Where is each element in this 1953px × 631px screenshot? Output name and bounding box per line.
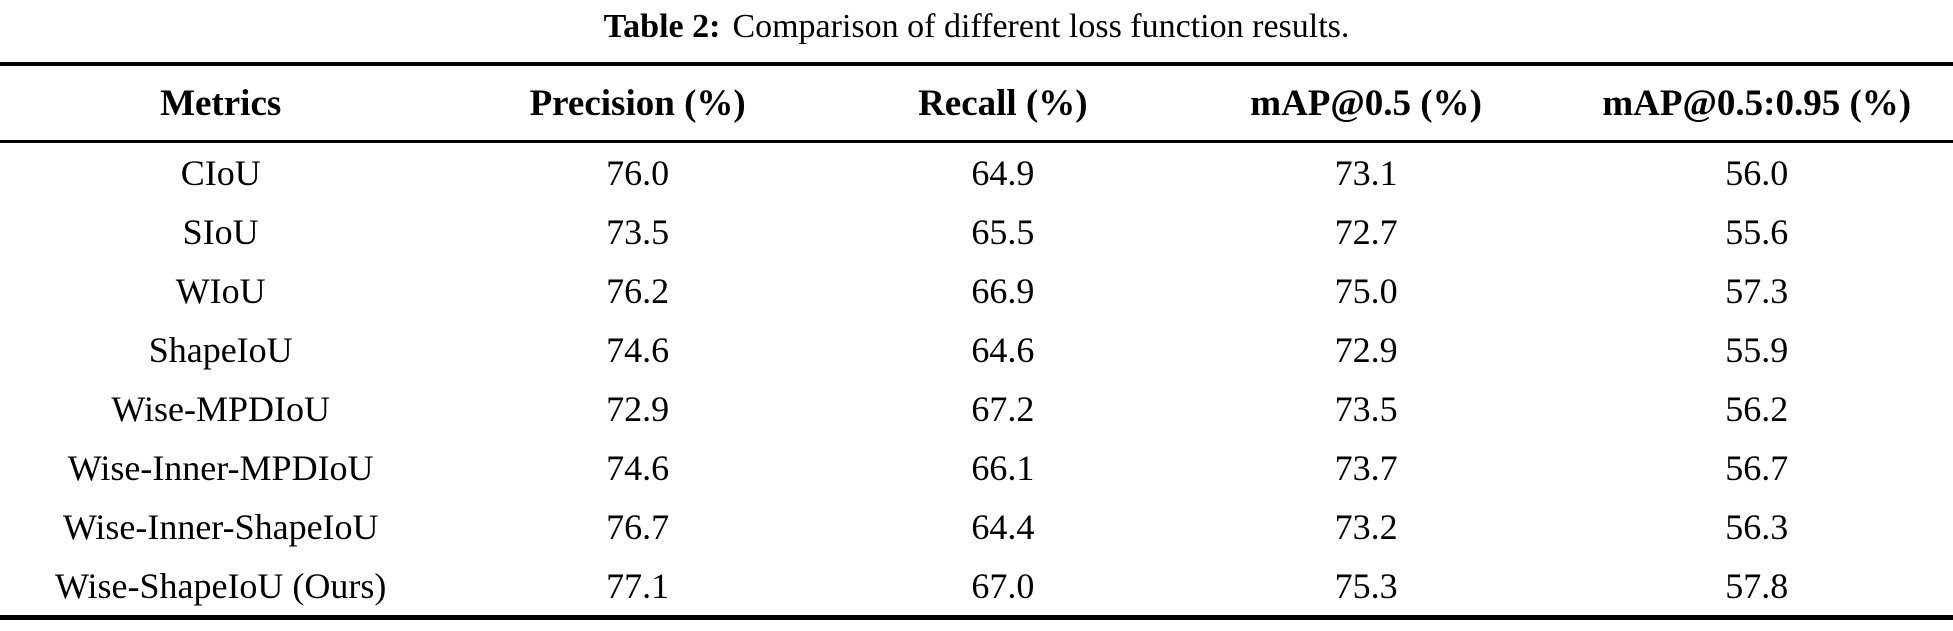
cell-recall: 67.2 — [971, 388, 1035, 429]
table-row: CIoU 76.0 64.9 73.1 56.0 — [0, 142, 1953, 203]
cell-recall: 66.9 — [971, 270, 1035, 311]
cell-map5095: 55.9 — [1725, 329, 1789, 370]
row-label: Wise-MPDIoU — [111, 388, 330, 429]
table-caption: Table 2: Comparison of different loss fun… — [0, 0, 1953, 62]
col-header-map50: mAP@0.5 (%) — [1171, 64, 1561, 143]
table-row: WIoU 76.2 66.9 75.0 57.3 — [0, 261, 1953, 320]
cell-precision: 76.7 — [606, 506, 670, 547]
cell-precision: 73.5 — [606, 211, 670, 252]
table-caption-label: Table 2: — [603, 8, 721, 45]
cell-map5095: 55.6 — [1725, 211, 1789, 252]
col-header-map5095: mAP@0.5:0.95 (%) — [1560, 64, 1953, 143]
cell-map5095: 56.0 — [1725, 152, 1789, 193]
cell-map50: 73.7 — [1334, 447, 1398, 488]
row-label: Wise-Inner-ShapeIoU — [62, 506, 379, 547]
cell-map50: 75.0 — [1334, 270, 1398, 311]
cell-map50: 72.9 — [1334, 329, 1398, 370]
cell-recall: 66.1 — [971, 447, 1035, 488]
table-row: Wise-Inner-MPDIoU 74.6 66.1 73.7 56.7 — [0, 438, 1953, 497]
cell-map5095: 57.3 — [1725, 270, 1789, 311]
cell-map50: 72.7 — [1334, 211, 1398, 252]
table-row: ShapeIoU 74.6 64.6 72.9 55.9 — [0, 320, 1953, 379]
cell-precision: 77.1 — [606, 565, 670, 606]
cell-recall: 65.5 — [971, 211, 1035, 252]
cell-recall: 67.0 — [971, 565, 1035, 606]
table-row: Wise-ShapeIoU (Ours) 77.1 67.0 75.3 57.8 — [0, 556, 1953, 618]
col-header-recall: Recall (%) — [833, 64, 1172, 143]
cell-recall: 64.9 — [971, 152, 1035, 193]
cell-recall: 64.4 — [971, 506, 1035, 547]
header-row: Metrics Precision (%) Recall (%) mAP@0.5… — [0, 64, 1953, 143]
cell-precision: 76.0 — [606, 152, 670, 193]
cell-map5095: 56.2 — [1725, 388, 1789, 429]
table-header: Metrics Precision (%) Recall (%) mAP@0.5… — [0, 64, 1953, 143]
cell-map50: 75.3 — [1334, 565, 1398, 606]
cell-recall: 64.6 — [971, 329, 1035, 370]
table-body: CIoU 76.0 64.9 73.1 56.0 SIoU 73.5 65.5 … — [0, 142, 1953, 618]
row-label: Wise-ShapeIoU (Ours) — [54, 565, 387, 606]
cell-precision: 74.6 — [606, 447, 670, 488]
cell-map50: 73.5 — [1334, 388, 1398, 429]
table-row: Wise-Inner-ShapeIoU 76.7 64.4 73.2 56.3 — [0, 497, 1953, 556]
table-row: SIoU 73.5 65.5 72.7 55.6 — [0, 202, 1953, 261]
col-header-metrics: Metrics — [0, 64, 442, 143]
row-label: Wise-Inner-MPDIoU — [67, 447, 374, 488]
cell-map50: 73.1 — [1334, 152, 1398, 193]
table-caption-text: Comparison of different loss function re… — [732, 8, 1350, 45]
row-label: SIoU — [182, 211, 259, 252]
cell-precision: 74.6 — [606, 329, 670, 370]
col-header-precision: Precision (%) — [441, 64, 834, 143]
cell-map5095: 57.8 — [1725, 565, 1789, 606]
row-label: ShapeIoU — [148, 329, 293, 370]
cell-map5095: 56.7 — [1725, 447, 1789, 488]
results-table: Metrics Precision (%) Recall (%) mAP@0.5… — [0, 62, 1953, 620]
cell-precision: 76.2 — [606, 270, 670, 311]
row-label: WIoU — [175, 270, 266, 311]
cell-map50: 73.2 — [1334, 506, 1398, 547]
cell-precision: 72.9 — [606, 388, 670, 429]
cell-map5095: 56.3 — [1725, 506, 1789, 547]
table-row: Wise-MPDIoU 72.9 67.2 73.5 56.2 — [0, 379, 1953, 438]
row-label: CIoU — [180, 152, 261, 193]
